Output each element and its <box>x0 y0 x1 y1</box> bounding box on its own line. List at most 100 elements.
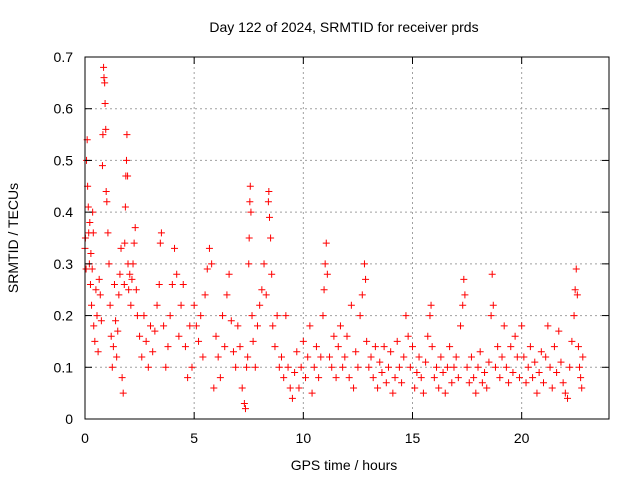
data-point <box>513 353 521 361</box>
data-point <box>302 374 310 382</box>
data-point <box>120 281 128 289</box>
data-point <box>427 301 435 309</box>
data-point <box>365 363 373 371</box>
data-point <box>107 332 115 340</box>
data-point <box>555 327 563 335</box>
data-point <box>535 368 543 376</box>
data-point <box>382 379 390 387</box>
y-axis-label: SRMTID / TECUs <box>5 183 21 293</box>
data-point <box>317 353 325 361</box>
data-point <box>424 332 432 340</box>
data-point <box>127 301 135 309</box>
data-point <box>446 343 454 351</box>
data-point <box>245 234 253 242</box>
data-point <box>502 363 510 371</box>
data-point <box>280 374 288 382</box>
data-point <box>124 172 132 180</box>
y-tick-label: 0.5 <box>54 152 74 168</box>
y-tick-label: 0 <box>65 411 73 427</box>
data-point <box>413 368 421 376</box>
data-point <box>245 260 253 268</box>
data-point <box>452 353 460 361</box>
data-point <box>566 363 574 371</box>
data-point <box>398 379 406 387</box>
data-point <box>117 244 125 252</box>
grid-lines <box>85 57 609 419</box>
data-point <box>380 343 388 351</box>
data-point <box>205 244 213 252</box>
data-point <box>273 312 281 320</box>
y-tick-label: 0.1 <box>54 359 74 375</box>
data-point <box>378 368 386 376</box>
data-point <box>262 291 270 299</box>
data-point <box>487 312 495 320</box>
data-point <box>579 353 587 361</box>
y-tick-label: 0.4 <box>54 204 74 220</box>
data-point <box>474 363 482 371</box>
data-point <box>267 234 275 242</box>
data-point <box>478 379 486 387</box>
data-point <box>95 275 103 283</box>
data-point <box>282 312 290 320</box>
data-point <box>334 343 342 351</box>
data-point <box>225 270 233 278</box>
data-point <box>229 348 237 356</box>
data-point <box>108 363 116 371</box>
data-point <box>129 260 137 268</box>
x-tick-labels: 0 5 10 15 20 <box>81 430 530 446</box>
data-point <box>362 275 370 283</box>
data-point <box>470 374 478 382</box>
data-point <box>227 317 235 325</box>
data-point <box>265 187 273 195</box>
data-point <box>544 322 552 330</box>
data-point <box>102 187 110 195</box>
data-point <box>184 374 192 382</box>
data-point <box>192 322 200 330</box>
data-point <box>86 218 94 226</box>
data-point <box>509 368 517 376</box>
data-point <box>326 353 334 361</box>
data-point <box>548 384 556 392</box>
chart-title: Day 122 of 2024, SRMTID for receiver prd… <box>209 19 478 35</box>
data-point <box>496 374 504 382</box>
data-point <box>460 275 468 283</box>
data-point <box>476 348 484 356</box>
data-point <box>542 353 550 361</box>
data-point <box>102 125 110 133</box>
data-point <box>164 343 172 351</box>
data-point <box>253 322 261 330</box>
data-point <box>520 353 528 361</box>
x-tick-label: 20 <box>514 430 530 446</box>
data-point <box>426 312 434 320</box>
plot-frame <box>84 56 610 420</box>
data-point <box>197 312 205 320</box>
data-point <box>162 363 170 371</box>
data-point <box>219 312 227 320</box>
data-point <box>115 291 123 299</box>
data-point <box>246 198 254 206</box>
data-point <box>321 260 329 268</box>
data-point <box>101 100 109 108</box>
data-point <box>140 312 148 320</box>
data-point <box>328 363 336 371</box>
data-point <box>297 363 305 371</box>
data-point <box>500 322 508 330</box>
data-point <box>291 368 299 376</box>
data-point <box>467 353 475 361</box>
data-point <box>571 286 579 294</box>
data-point <box>515 374 523 382</box>
data-point <box>345 374 353 382</box>
data-point <box>264 198 272 206</box>
data-point <box>275 363 283 371</box>
data-point <box>350 384 358 392</box>
data-point <box>99 131 107 139</box>
data-point <box>241 405 249 413</box>
data-point <box>343 332 351 340</box>
data-point <box>491 363 499 371</box>
data-point <box>251 363 259 371</box>
data-point <box>269 322 277 330</box>
data-point <box>87 250 95 258</box>
data-point <box>315 374 323 382</box>
data-point <box>483 384 491 392</box>
